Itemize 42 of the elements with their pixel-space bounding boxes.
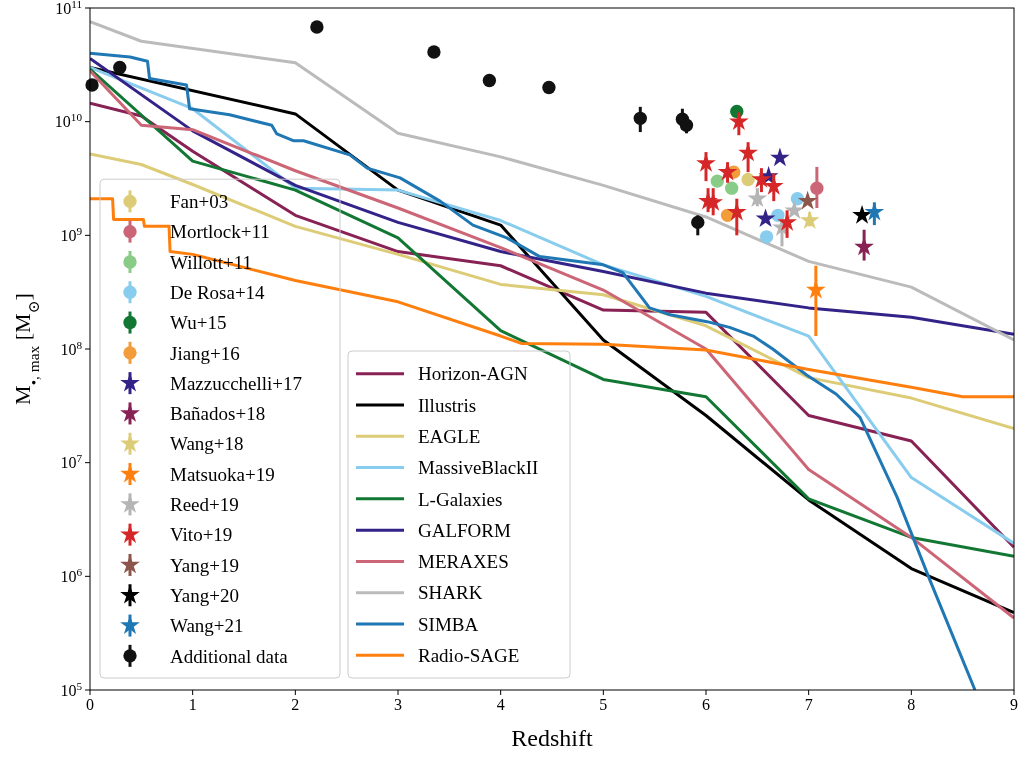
legend-label: De Rosa+14	[170, 281, 266, 303]
x-tick-label: 6	[702, 696, 710, 713]
legend-label: Bañados+18	[170, 403, 266, 425]
x-tick-label: 8	[907, 696, 916, 713]
legend-label: SHARK	[418, 582, 483, 604]
x-tick-label: 3	[394, 696, 402, 713]
x-tick-label: 2	[291, 696, 300, 713]
x-tick-label: 7	[804, 696, 813, 713]
legend-label: Wang+18	[170, 433, 244, 455]
legend-label: Jiang+16	[170, 342, 240, 364]
legend-label: Additional data	[170, 645, 289, 667]
legend-label: GALFORM	[418, 519, 512, 541]
legend-label: Matsuoka+19	[170, 463, 275, 485]
legend-label: Yang+20	[170, 584, 239, 606]
x-tick-label: 4	[496, 696, 505, 713]
legend-label: Vito+19	[170, 524, 233, 546]
legend-label: Reed+19	[170, 494, 239, 515]
y-tick-label: 10$^{6}$	[60, 565, 83, 585]
y-tick-label: 10$^{11}$	[55, 0, 82, 17]
y-tick-label: 10$^{9}$	[60, 224, 83, 244]
y-tick-label: 10$^{8}$	[60, 338, 83, 358]
legend-label: Wang+21	[170, 615, 244, 637]
x-tick-label: 5	[599, 696, 608, 713]
x-tick-label: 0	[86, 696, 94, 713]
legend-label: Mazzucchelli+17	[170, 372, 303, 394]
legend-label: SIMBA	[418, 613, 479, 635]
legend-label: Wu+15	[170, 312, 227, 334]
legend-label: MERAXES	[418, 551, 509, 573]
x-tick-label: 9	[1010, 696, 1018, 713]
x-tick-label: 1	[188, 696, 197, 713]
legend-label: Yang+19	[170, 554, 239, 576]
legend-label: Fan+03	[170, 191, 229, 212]
y-tick-label: 10$^{7}$	[60, 452, 83, 472]
legend-label: Illustris	[418, 394, 477, 416]
x-axis-title: Redshift	[511, 725, 593, 751]
legend-label: Radio-SAGE	[418, 645, 520, 666]
y-tick-label: 10$^{10}$	[54, 111, 83, 131]
y-tick-label: 10$^{5}$	[60, 679, 83, 699]
legend-label: Horizon-AGN	[418, 363, 529, 385]
legend-label: EAGLE	[418, 425, 481, 447]
legend-label: L-Galaxies	[418, 488, 503, 510]
legend-label: MassiveBlackII	[418, 457, 539, 479]
